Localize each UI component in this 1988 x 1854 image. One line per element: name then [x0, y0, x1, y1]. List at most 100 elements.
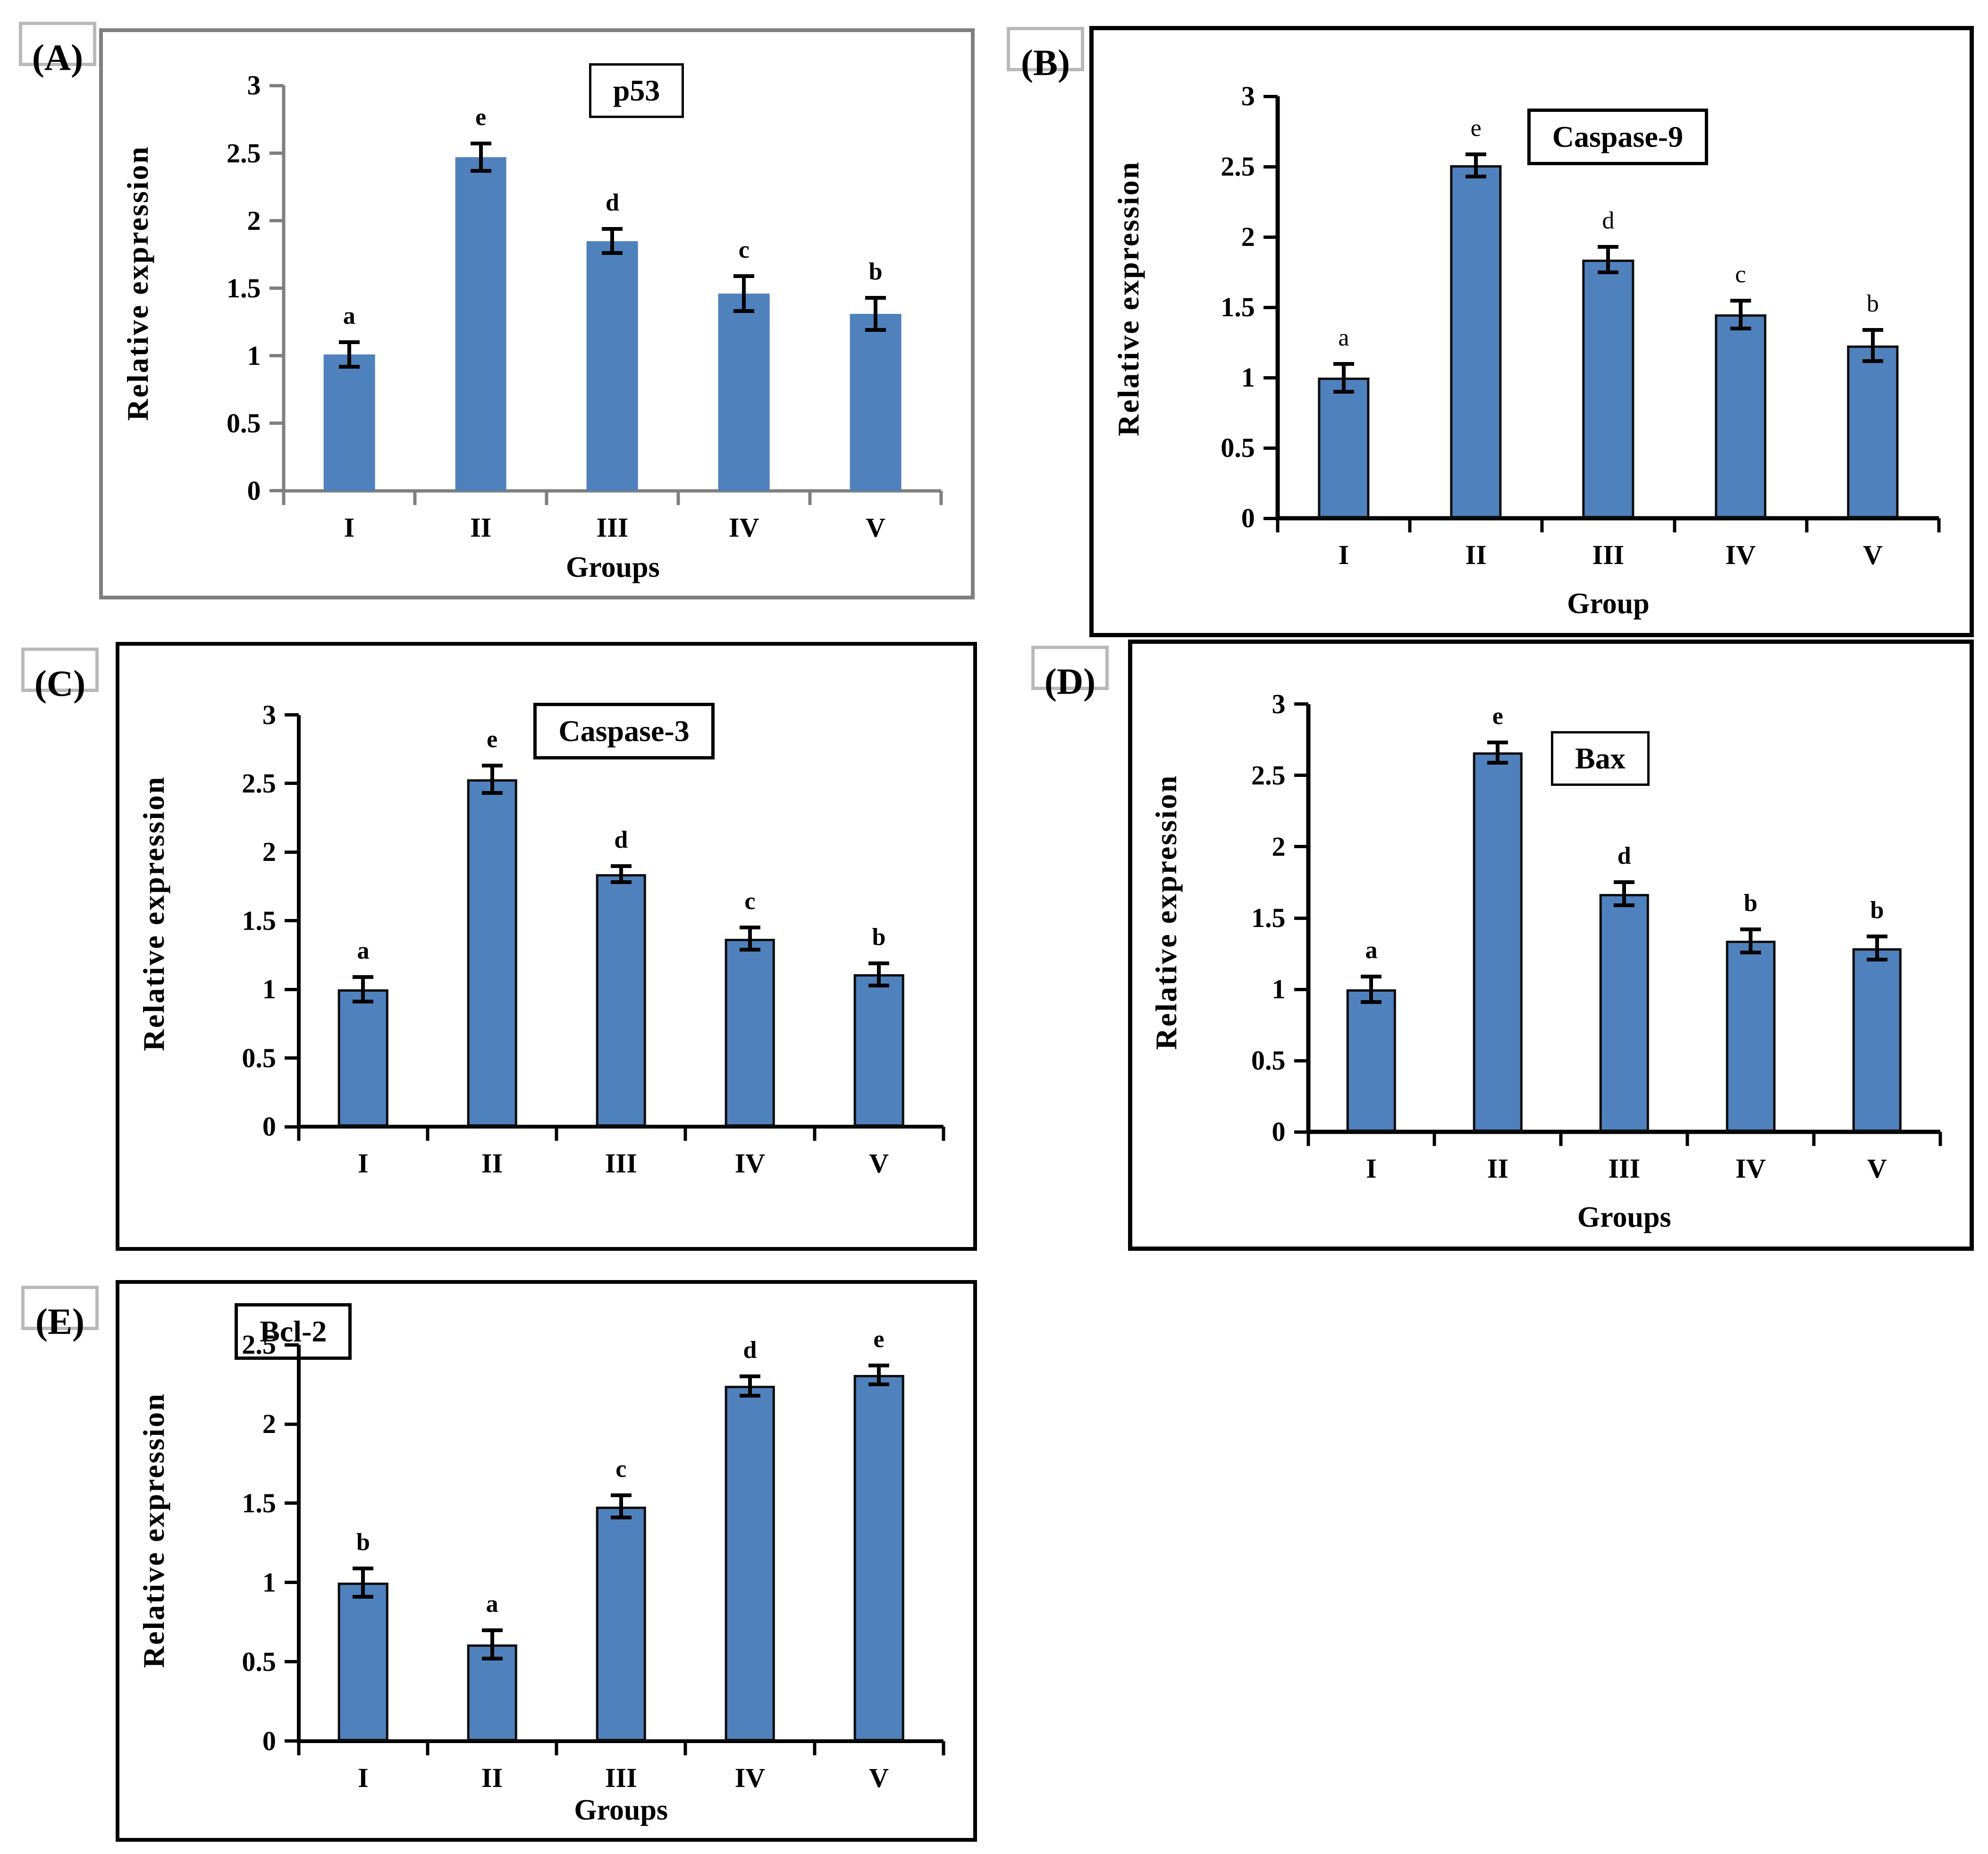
y-axis-line	[282, 85, 285, 491]
panel-c-chart: Relative expression Caspase-3 0 0.5 1 1.5 2 2…	[119, 646, 973, 1247]
x-tick	[1673, 518, 1676, 533]
significance-letter: c	[1735, 261, 1746, 288]
y-tick-label: 3	[1241, 81, 1255, 112]
bar	[853, 1374, 904, 1741]
y-tick	[284, 1343, 299, 1347]
x-tick	[1408, 518, 1412, 533]
x-category-label: II	[481, 1148, 503, 1179]
x-axis-line	[296, 1739, 943, 1743]
significance-letter: b	[872, 924, 886, 951]
bar	[724, 938, 775, 1127]
y-tick	[269, 84, 284, 87]
panel-e-y-axis-title: Relative expression	[137, 1392, 171, 1669]
bar	[338, 1582, 388, 1741]
error-bar-stem	[490, 766, 494, 793]
error-bar-stem	[347, 342, 351, 367]
x-category-label: I	[358, 1148, 369, 1179]
x-axis-line	[1306, 1129, 1940, 1134]
error-bar-stem	[610, 228, 615, 253]
error-bar-cap	[865, 328, 886, 332]
y-tick	[1294, 774, 1308, 777]
x-axis-line	[281, 489, 942, 493]
x-category-label: IV	[1725, 539, 1756, 571]
panel-e-gene-title-box: Bcl-2	[235, 1303, 352, 1360]
bar	[1847, 345, 1899, 519]
x-category-label: I	[1338, 539, 1349, 571]
x-tick	[1937, 518, 1941, 533]
error-bar-stem	[1870, 330, 1875, 361]
significance-letter: d	[606, 189, 619, 216]
y-tick-label: 2	[1272, 831, 1286, 862]
y-tick-label: 3	[247, 70, 261, 101]
bar	[587, 241, 638, 491]
error-bar-cap	[610, 864, 632, 868]
significance-letter: a	[486, 1590, 498, 1618]
x-tick	[426, 1127, 430, 1141]
error-bar-stem	[748, 1376, 752, 1396]
error-bar-stem	[1474, 154, 1478, 177]
error-bar-cap	[739, 926, 760, 930]
bar	[1715, 314, 1767, 519]
error-bar-cap	[1730, 298, 1751, 303]
panel-b-chart: Relative expression Caspase-9 0 0.5 1 1.5 2 2…	[1094, 30, 1970, 633]
significance-letter: e	[873, 1325, 884, 1353]
error-bar-cap	[1333, 362, 1354, 366]
panel-label-c-text: (C)	[34, 663, 86, 704]
x-category-label: V	[1867, 1153, 1887, 1184]
x-category-label: III	[605, 1762, 637, 1793]
x-category-label: IV	[734, 1148, 766, 1179]
error-bar-stem	[877, 963, 881, 986]
bar	[1450, 165, 1502, 519]
x-tick	[813, 1127, 817, 1141]
error-bar-stem	[619, 866, 623, 883]
y-tick-label: 2.5	[1251, 759, 1286, 791]
y-tick	[1263, 235, 1278, 239]
error-bar-cap	[470, 169, 491, 173]
error-bar-cap	[1466, 175, 1487, 179]
significance-letter: b	[356, 1528, 370, 1556]
significance-letter: c	[744, 888, 756, 915]
y-tick	[284, 1125, 299, 1129]
x-category-label: III	[1592, 539, 1625, 571]
x-category-label: I	[1366, 1153, 1377, 1184]
x-tick	[942, 1741, 945, 1755]
y-tick-label: 1	[1272, 974, 1286, 1005]
error-bar-cap	[868, 961, 890, 966]
error-bar-cap	[1862, 359, 1883, 363]
significance-letter: b	[1870, 897, 1884, 924]
y-tick	[269, 489, 284, 493]
y-tick-label: 1	[1241, 362, 1255, 393]
error-bar-stem	[1496, 742, 1500, 763]
x-category-label: V	[869, 1148, 889, 1179]
panel-a-gene-title-box: p53	[589, 63, 684, 118]
bar	[718, 294, 770, 491]
x-category-label: I	[358, 1762, 369, 1793]
y-tick-label: 0.5	[242, 1042, 276, 1073]
y-tick	[1263, 376, 1278, 379]
significance-letter: a	[343, 303, 355, 330]
panel-label-d: (D)	[1031, 646, 1109, 702]
error-bar-cap	[1862, 328, 1883, 332]
error-bar-stem	[748, 927, 752, 950]
y-tick-label: 2.5	[227, 137, 261, 169]
y-tick-label: 3	[1272, 688, 1286, 719]
error-bar-cap	[1866, 935, 1887, 939]
error-bar-cap	[868, 1363, 890, 1367]
y-tick	[284, 782, 299, 785]
error-bar-cap	[1598, 270, 1619, 274]
error-bar-cap	[739, 947, 760, 952]
error-bar-cap	[1487, 760, 1508, 765]
error-bar-cap	[470, 142, 491, 146]
y-tick	[1294, 916, 1308, 920]
bar	[1347, 989, 1396, 1132]
y-tick	[284, 1581, 299, 1584]
bar	[1726, 941, 1776, 1132]
error-bar-stem	[1341, 363, 1346, 392]
x-tick	[1432, 1132, 1436, 1146]
